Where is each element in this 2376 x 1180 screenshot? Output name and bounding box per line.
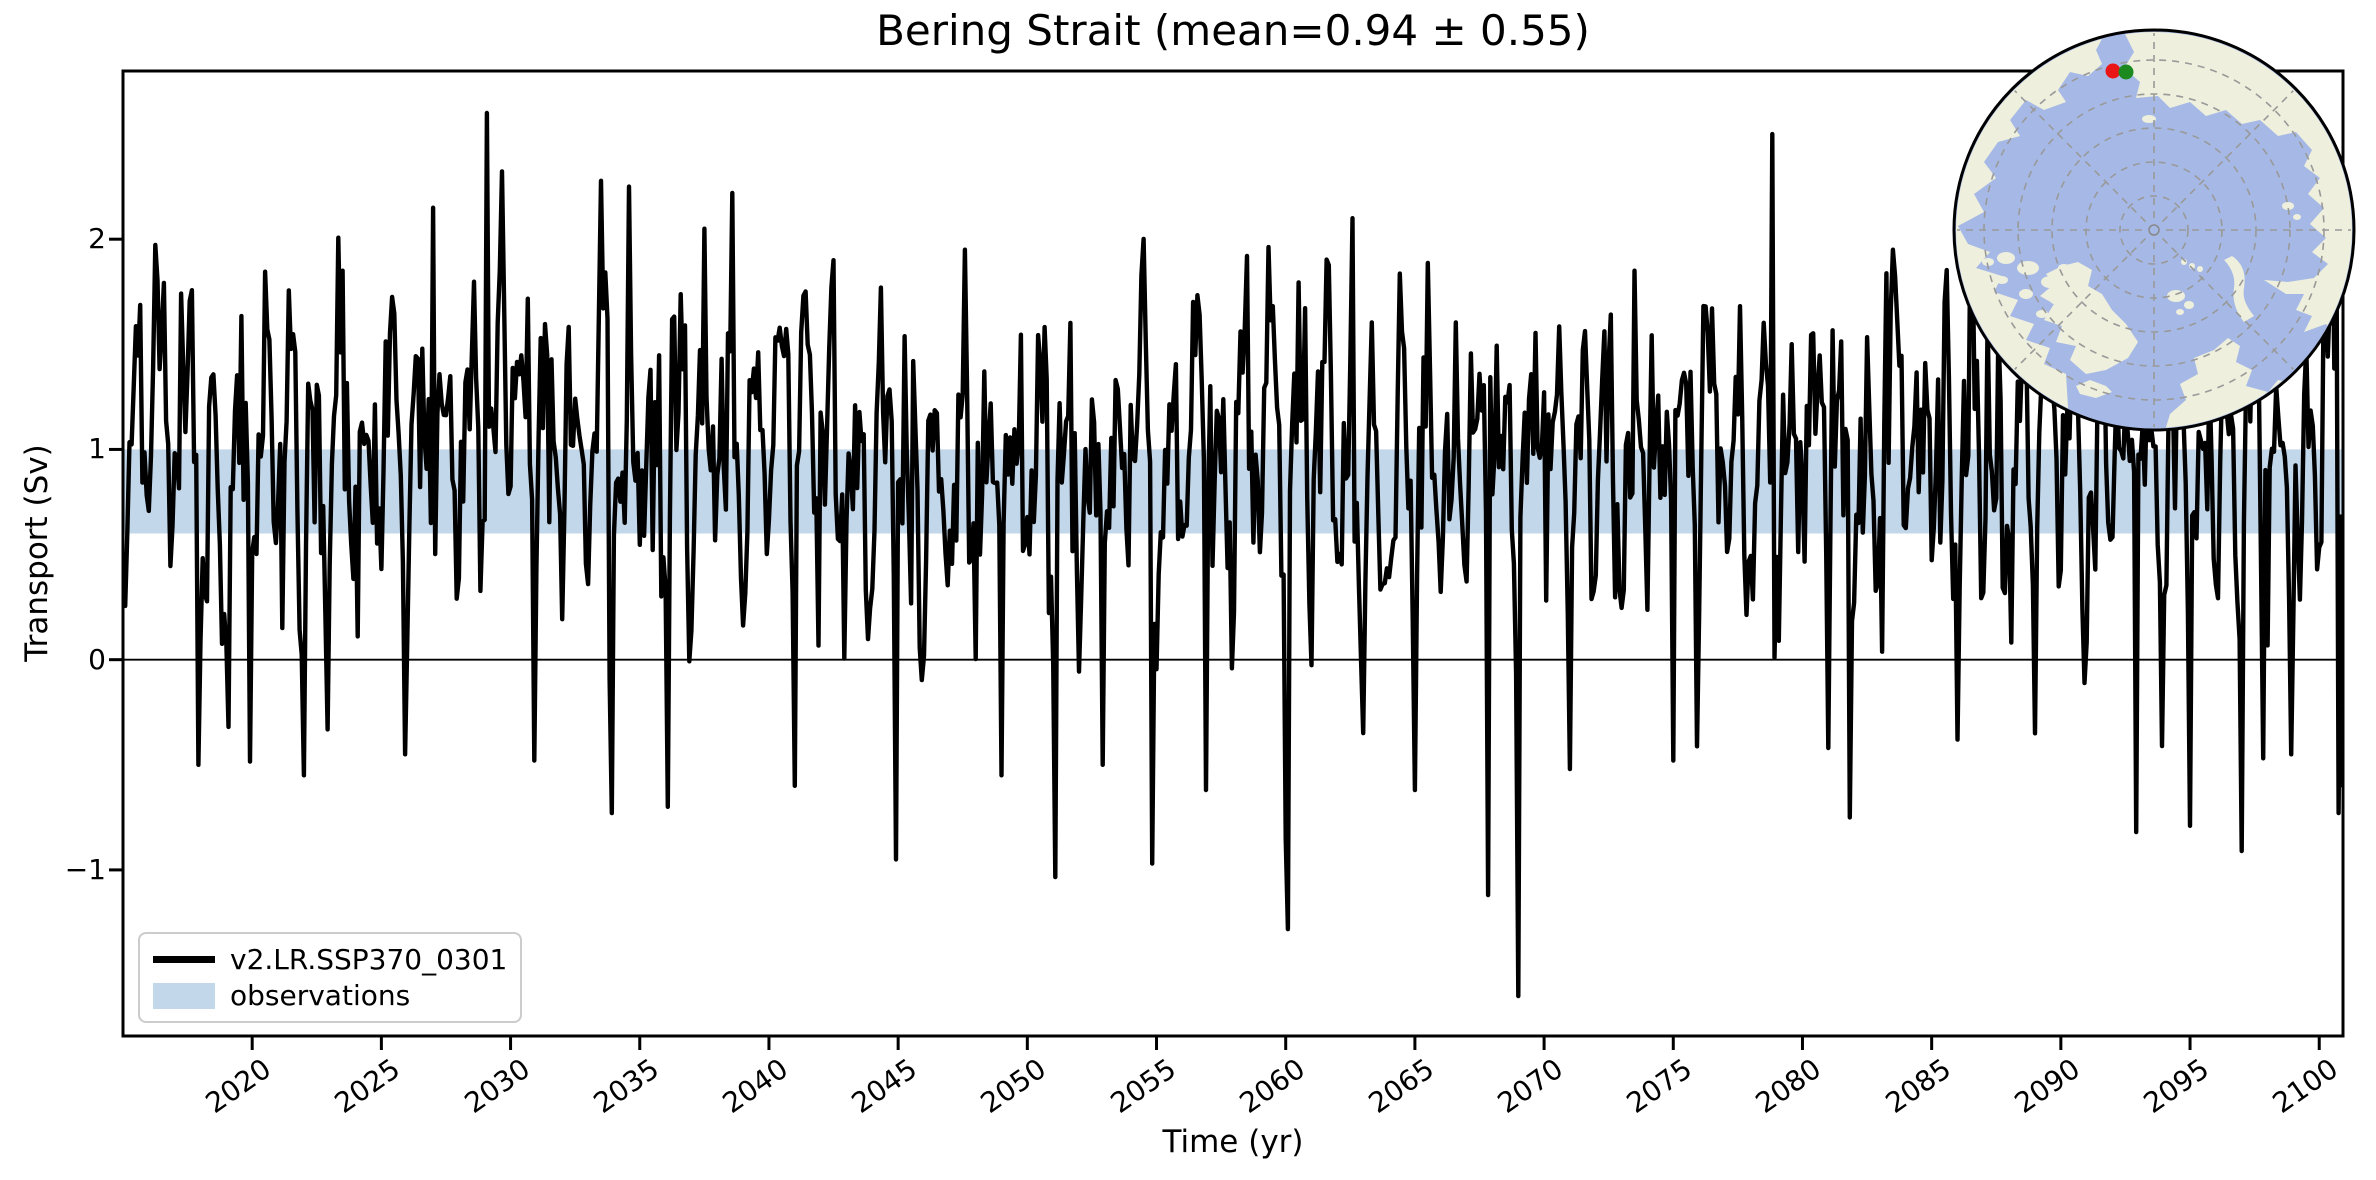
- legend-label-model: v2.LR.SSP370_0301: [230, 942, 508, 976]
- arctic-archipelago-island: [2017, 261, 2039, 275]
- wrangel-island-land: [2142, 115, 2156, 123]
- legend-patch-swatch: [152, 982, 216, 1009]
- north-pole-marker: [2148, 224, 2160, 236]
- ocean: [1955, 31, 2353, 429]
- meridian-line: [2014, 90, 2147, 223]
- svalbard-land: [2176, 309, 2184, 315]
- y-tick-label: 2: [88, 222, 106, 256]
- franz-josef-land: [2197, 266, 2203, 272]
- x-axis-label: Time (yr): [1162, 1124, 1304, 1160]
- arctic-archipelago-island: [2063, 311, 2077, 321]
- axes-frame: [121, 69, 2345, 1038]
- inset-border: [1952, 28, 2356, 432]
- arctic-archipelago-island: [2019, 289, 2033, 299]
- legend-line-swatch: [152, 955, 216, 963]
- meridian-line: [2014, 237, 2147, 370]
- svalbard-land: [2184, 301, 2194, 309]
- arctic-archipelago-island: [2036, 310, 2048, 318]
- meridian-line: [2161, 237, 2294, 370]
- axis-ticks: [109, 237, 2321, 1050]
- legend: v2.LR.SSP370_0301 observations: [138, 932, 522, 1023]
- y-tick-label: 1: [88, 432, 106, 466]
- arctic-archipelago-island: [1997, 252, 2015, 264]
- graticule: [1957, 33, 2351, 427]
- latitude-circle: [2119, 195, 2189, 265]
- latitude-circle: [2051, 127, 2257, 333]
- y-tick-label: 0: [88, 642, 106, 676]
- meridian-line: [2161, 90, 2294, 223]
- arctic-archipelago-island: [1982, 258, 1994, 266]
- novaya-zemlya-land: [2224, 256, 2254, 322]
- arctic-archipelago-island: [2041, 276, 2059, 288]
- legend-label-observations: observations: [230, 979, 411, 1013]
- obs-location-dot: [2105, 63, 2121, 79]
- y-tick-label: −1: [64, 852, 106, 886]
- severnaya-zemlya-land: [2293, 214, 2301, 220]
- chart-title: Bering Strait (mean=0.94 ± 0.55): [876, 6, 1590, 55]
- severnaya-zemlya-land: [2282, 202, 2294, 210]
- arctic-archipelago-island: [1996, 276, 2008, 284]
- svalbard-land: [2167, 290, 2185, 302]
- y-axis-label: Transport (Sv): [19, 444, 55, 662]
- arctic-archipelago-island: [2050, 295, 2066, 305]
- model-location-dot: [2118, 64, 2134, 80]
- legend-entry-model: v2.LR.SSP370_0301: [152, 941, 510, 977]
- greenland-land: [2040, 262, 2138, 374]
- legend-entry-observations: observations: [152, 978, 510, 1014]
